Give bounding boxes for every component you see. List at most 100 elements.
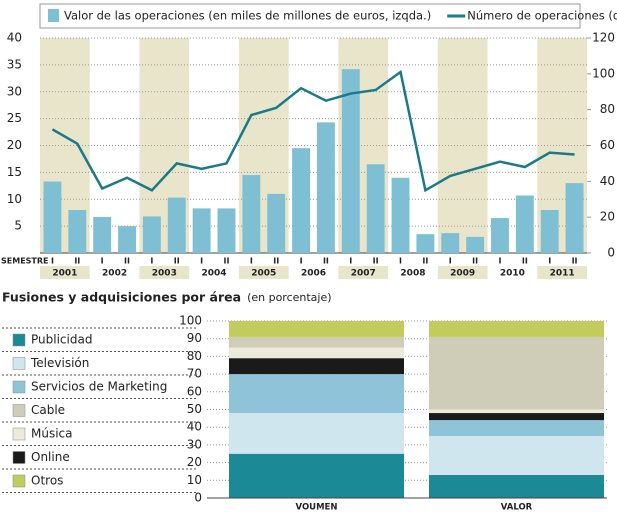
legend-label: Otros <box>31 474 63 488</box>
bar <box>93 216 112 253</box>
legend-swatch <box>12 474 26 488</box>
y-tick-label: 10 <box>187 473 202 487</box>
x-tick-label: II <box>174 257 180 266</box>
bar <box>515 195 534 253</box>
y-tick-label: 35 <box>7 57 22 71</box>
x-tick-label: I <box>200 257 203 266</box>
bar <box>142 216 161 253</box>
y-tick-label: 60 <box>187 384 202 398</box>
bar-segment <box>229 413 404 454</box>
bar <box>192 208 211 253</box>
year-band-label <box>139 266 190 279</box>
year-band <box>437 38 488 253</box>
bar <box>316 122 335 253</box>
y2-tick-label: 0 <box>607 246 615 260</box>
y2-tick-label: 100 <box>592 66 615 80</box>
legend-label: Música <box>31 427 73 441</box>
year-label: 2004 <box>202 269 227 279</box>
bar <box>565 183 584 253</box>
legend-label: Online <box>31 450 70 464</box>
x-tick-label: I <box>300 257 303 266</box>
x-axis-label: SEMESTRE <box>1 257 49 266</box>
legend-label: Número de operaciones (drcha.) <box>467 9 617 23</box>
x-tick-label: I <box>101 257 104 266</box>
year-label: 2011 <box>550 269 575 279</box>
x-tick-label: II <box>572 257 578 266</box>
x-tick-label: I <box>51 257 54 266</box>
year-band-label <box>537 266 587 279</box>
y-tick-label: 100 <box>179 314 202 328</box>
x-tick-label: II <box>224 257 230 266</box>
y2-tick-label: 60 <box>600 138 615 152</box>
bar-segment <box>229 453 404 498</box>
legend-label: Servicios de Marketing <box>31 380 167 394</box>
legend-swatch <box>12 404 26 417</box>
year-band-label <box>437 266 488 279</box>
bar <box>391 177 410 253</box>
x-tick-label: II <box>74 257 80 266</box>
bar <box>217 208 236 253</box>
legend-label: Valor de las operaciones (en miles de mi… <box>64 9 431 23</box>
x-tick-label: I <box>548 257 551 266</box>
x-tick-label: II <box>273 257 279 266</box>
legend-swatch <box>12 357 26 370</box>
legend-label: Cable <box>31 403 65 417</box>
bar-segment <box>229 347 404 359</box>
bar <box>441 233 460 253</box>
y-tick-label: 20 <box>7 138 22 152</box>
year-label: 2010 <box>500 269 525 279</box>
legend-swatch <box>48 9 59 22</box>
bar-segment <box>429 321 604 337</box>
x-tick-label: II <box>422 257 428 266</box>
year-band-label <box>40 266 90 279</box>
bar-segment <box>429 413 604 421</box>
bar-segment <box>429 409 604 414</box>
bar <box>292 148 311 253</box>
bar <box>267 193 286 253</box>
y-tick-label: 30 <box>7 84 22 98</box>
year-label: 2006 <box>301 269 326 279</box>
x-tick-label: II <box>522 257 528 266</box>
x-tick-label: I <box>349 257 352 266</box>
x-tick-label: VOUMEN <box>296 503 338 513</box>
legend-label: Publicidad <box>31 333 92 347</box>
bar-segment <box>229 336 404 348</box>
bar <box>366 164 385 253</box>
x-tick-label: II <box>373 257 379 266</box>
legend-swatch <box>12 333 26 347</box>
year-label: 2005 <box>251 269 276 279</box>
y-tick-label: 50 <box>187 402 202 416</box>
bar-segment <box>429 436 604 475</box>
bar <box>466 236 485 253</box>
y-tick-label: 40 <box>7 31 22 45</box>
chart-subtitle: (en porcentaje) <box>247 291 331 304</box>
y2-tick-label: 80 <box>600 102 615 116</box>
x-tick-label: I <box>250 257 253 266</box>
y-tick-label: 30 <box>187 437 202 451</box>
bar-segment <box>229 374 404 414</box>
y-tick-label: 15 <box>7 165 22 179</box>
y2-tick-label: 120 <box>592 31 615 45</box>
y-tick-label: 70 <box>187 367 202 381</box>
bar-segment <box>229 321 404 337</box>
y2-tick-label: 40 <box>600 174 615 188</box>
y-tick-label: 10 <box>7 192 22 206</box>
x-tick-label: I <box>449 257 452 266</box>
bar-segment <box>429 474 604 498</box>
year-band-label <box>338 266 389 279</box>
y2-tick-label: 20 <box>600 210 615 224</box>
legend-label: Televisión <box>30 356 89 370</box>
bar-segment <box>229 358 404 375</box>
bar-segment <box>429 420 604 437</box>
year-label: 2002 <box>102 269 127 279</box>
y-tick-label: 0 <box>194 491 202 505</box>
chart-title: Fusiones y adquisiciones por área <box>2 290 241 305</box>
bar <box>341 69 360 253</box>
y-tick-label: 40 <box>187 420 202 434</box>
bar <box>118 226 136 253</box>
legend-box <box>39 3 581 29</box>
year-label: 2003 <box>152 269 177 279</box>
bar <box>491 218 509 253</box>
bar <box>540 210 559 253</box>
